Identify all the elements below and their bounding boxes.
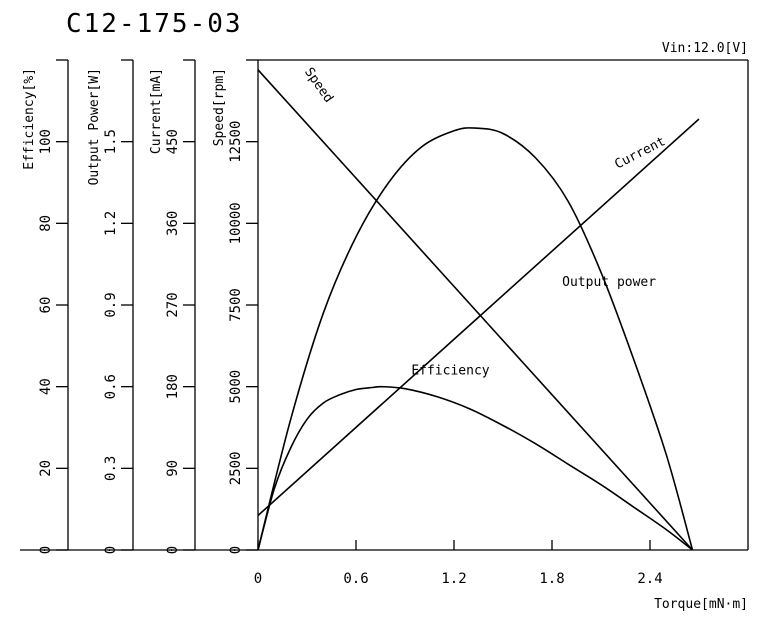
tick-label-output_power: 0.6 (103, 374, 119, 399)
tick-label-current: 360 (165, 211, 181, 236)
plot-frame (258, 59, 749, 550)
x-axis: 0 0.6 1.2 1.8 2.4 Torque[mN·m] (20, 540, 748, 612)
y-axes: 020406080100Efficiency[%]00.30.60.91.21.… (22, 59, 259, 554)
tick-label-output_power: 1.2 (103, 211, 119, 236)
label-efficiency: Efficiency (411, 363, 489, 378)
x-tick-label: 0 (254, 571, 262, 587)
label-output-power: Output power (562, 275, 656, 290)
current-curve (257, 118, 700, 517)
x-tick-label: 2.4 (637, 571, 662, 587)
tick-label-output_power: 0.3 (103, 456, 119, 481)
tick-label-speed: 12500 (228, 121, 244, 163)
tick-label-speed: 10000 (228, 202, 244, 244)
curves (257, 69, 700, 551)
tick-label-speed: 5000 (228, 370, 244, 404)
tick-label-current: 90 (165, 460, 181, 477)
x-axis-label: Torque[mN·m] (654, 597, 748, 612)
output-power-curve (257, 127, 694, 551)
tick-label-output_power: 1.5 (103, 129, 119, 154)
tick-label-speed: 7500 (228, 288, 244, 322)
tick-label-efficiency: 80 (38, 215, 54, 232)
tick-label-current: 270 (165, 292, 181, 317)
label-speed: Speed (301, 65, 336, 106)
tick-label-output_power: 0.9 (103, 292, 119, 317)
speed-curve (257, 69, 694, 551)
tick-label-efficiency: 40 (38, 378, 54, 395)
tick-label-efficiency: 20 (38, 460, 54, 477)
vin-label: Vin:12.0[V] (662, 41, 748, 56)
x-tick-label: 1.8 (539, 571, 564, 587)
axis-label-current: Current[mA] (149, 68, 164, 154)
axis-label-speed: Speed[rpm] (212, 68, 227, 146)
efficiency-curve (257, 385, 693, 551)
tick-label-efficiency: 100 (38, 129, 54, 154)
tick-label-efficiency: 60 (38, 297, 54, 314)
tick-label-speed: 2500 (228, 451, 244, 485)
chart-title: C12-175-03 (66, 9, 243, 39)
axis-label-output_power: Output Power[W] (87, 68, 102, 185)
x-tick-label: 1.2 (441, 571, 466, 587)
tick-label-current: 450 (165, 129, 181, 154)
axis-label-efficiency: Efficiency[%] (22, 68, 37, 170)
x-tick-label: 0.6 (343, 571, 368, 587)
tick-label-current: 180 (165, 374, 181, 399)
